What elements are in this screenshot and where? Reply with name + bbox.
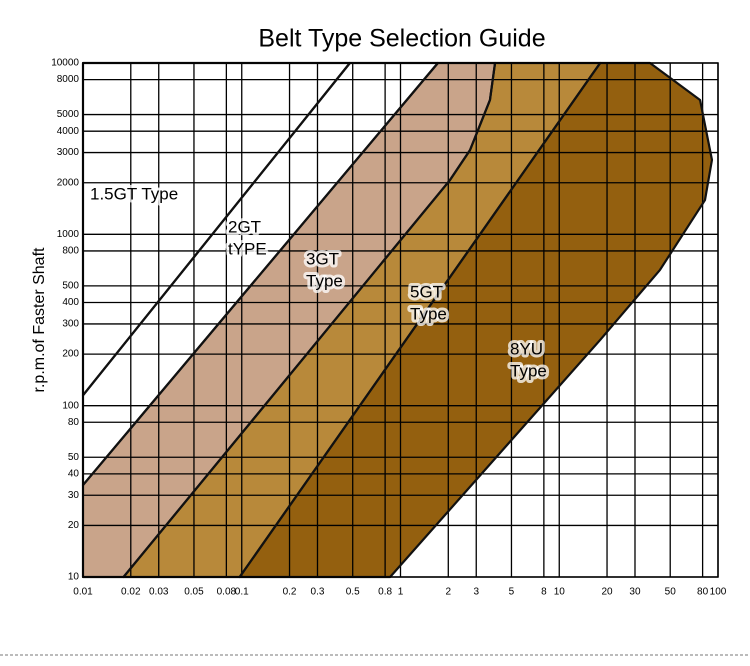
x-tick-label: 0.05: [184, 587, 204, 598]
x-tick-label: 0.03: [149, 587, 169, 598]
x-tick-label: 20: [601, 587, 613, 598]
y-tick-label: 40: [68, 468, 80, 479]
y-tick-label: 10000: [51, 58, 79, 69]
region-label: Type: [410, 304, 447, 323]
x-tick-label: 0.1: [235, 587, 249, 598]
x-tick-label: 0.02: [121, 587, 141, 598]
y-tick-label: 10: [68, 572, 80, 583]
x-tick-label: 8: [541, 587, 547, 598]
x-tick-label: 50: [665, 587, 677, 598]
x-tick-label: 0.08: [217, 587, 237, 598]
plot-frame: [82, 62, 719, 578]
y-tick-label: 8000: [57, 74, 80, 85]
region-label: 3GT: [306, 249, 339, 268]
y-tick-label: 30: [68, 490, 80, 501]
region-label: 5GT: [410, 282, 443, 301]
y-tick-label: 400: [62, 297, 79, 308]
x-tick-label: 80: [697, 587, 709, 598]
region: [123, 63, 601, 577]
x-tick-label: 0.2: [283, 587, 297, 598]
x-tick-label: 0.3: [311, 587, 325, 598]
chart-title: Belt Type Selection Guide: [258, 25, 545, 53]
y-tick-label: 100: [62, 400, 79, 411]
region-label: 8YU: [510, 339, 543, 358]
region-label: Type: [306, 271, 343, 290]
y-tick-label: 50: [68, 452, 80, 463]
y-axis-label: r.p.m.of Faster Shaft: [31, 247, 48, 393]
x-tick-label: 30: [629, 587, 641, 598]
region-label: 2GT: [228, 217, 261, 236]
x-tick-label: 0.5: [346, 587, 360, 598]
x-tick-label: 5: [509, 587, 515, 598]
x-tick-label: 1: [398, 587, 404, 598]
x-tick-label: 0.01: [73, 587, 93, 598]
region-label: tYPE: [228, 239, 267, 258]
y-tick-label: 5000: [57, 109, 80, 120]
y-tick-label: 1000: [57, 229, 80, 240]
y-tick-label: 300: [62, 319, 79, 330]
y-tick-label: 2000: [57, 177, 80, 188]
y-tick-label: 500: [62, 281, 79, 292]
x-tick-label: 2: [446, 587, 452, 598]
y-tick-label: 3000: [57, 147, 80, 158]
y-tick-label: 80: [68, 417, 80, 428]
y-tick-label: 800: [62, 246, 79, 257]
x-tick-label: 10: [554, 587, 566, 598]
region-label: 1.5GT Type: [90, 184, 178, 203]
x-tick-label: 0.8: [378, 587, 392, 598]
y-tick-label: 4000: [57, 126, 80, 137]
y-tick-label: 20: [68, 520, 80, 531]
x-tick-label: 100: [710, 587, 727, 598]
region-label: Type: [510, 361, 547, 380]
y-tick-label: 200: [62, 349, 79, 360]
x-tick-label: 3: [473, 587, 479, 598]
